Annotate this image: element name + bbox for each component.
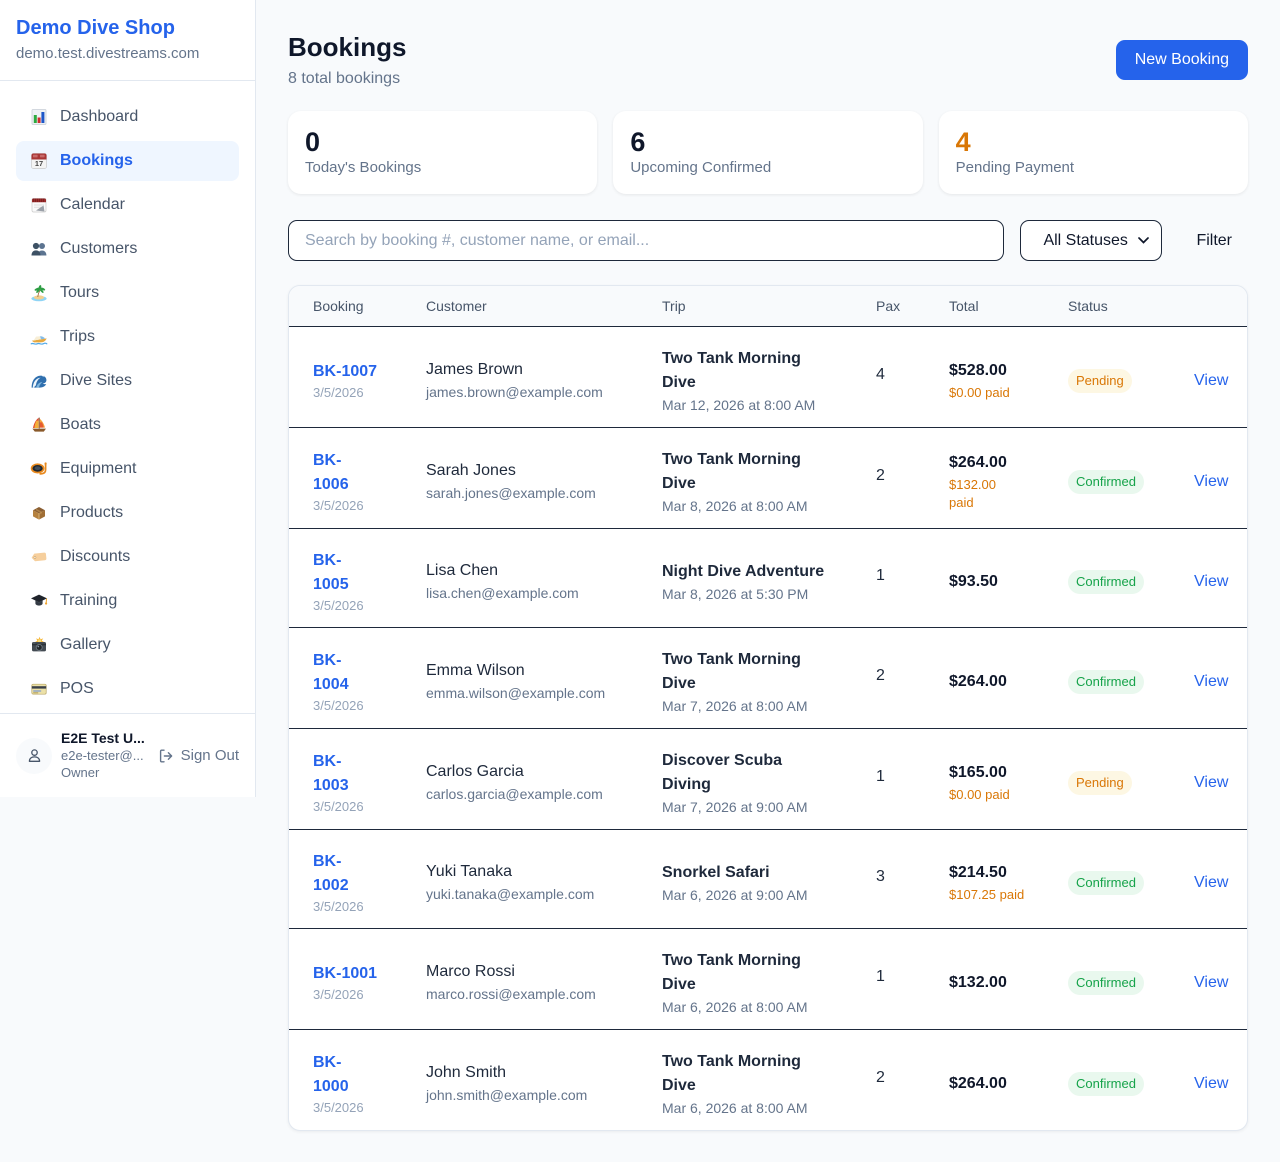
svg-text:17: 17 [35,159,43,168]
